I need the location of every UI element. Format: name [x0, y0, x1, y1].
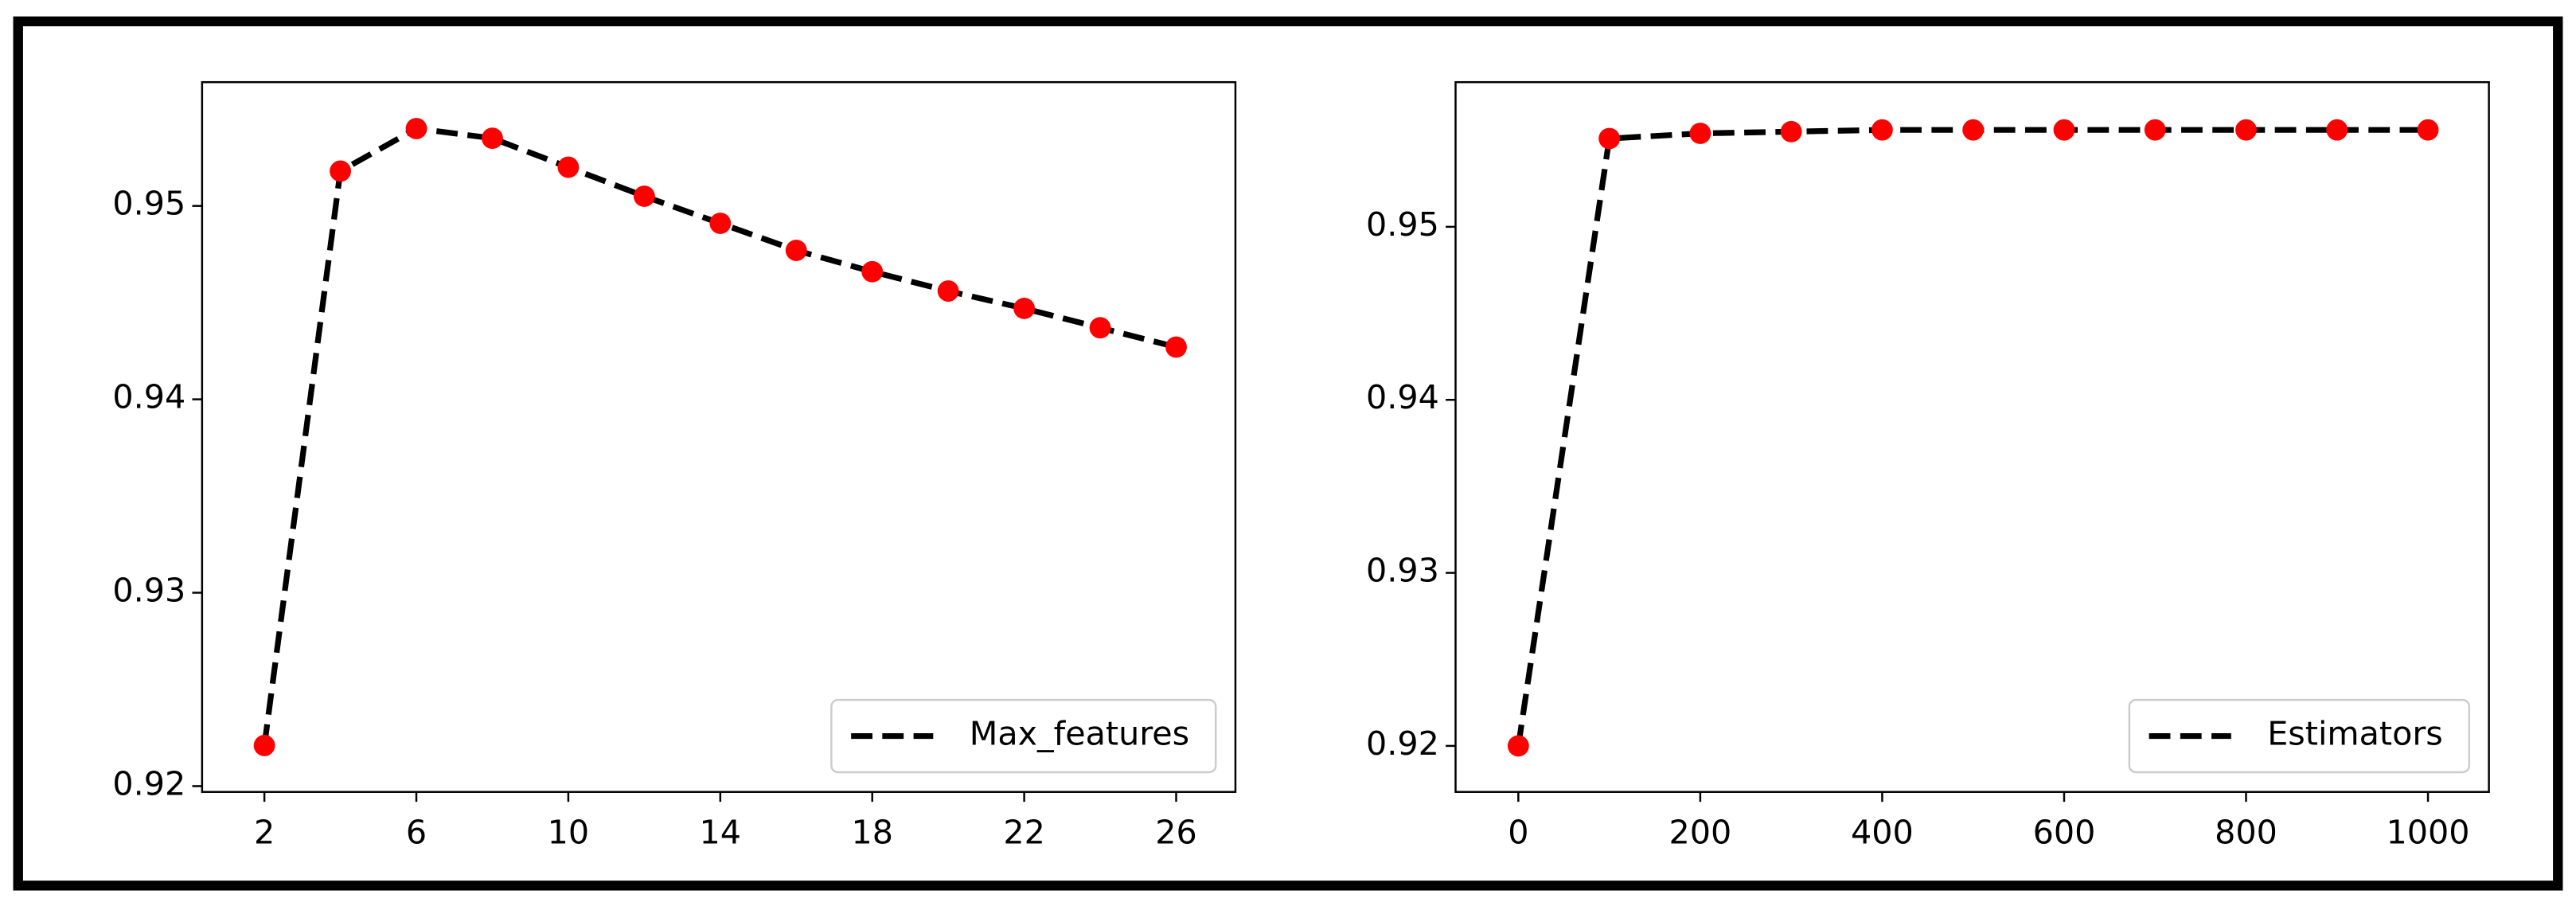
data-point: [557, 156, 580, 178]
data-point: [482, 127, 503, 150]
data-point: [1689, 123, 1711, 144]
x-tick-label: 26: [1155, 813, 1197, 851]
legend-label: Estimators: [2267, 715, 2443, 753]
y-tick-label: 0.92: [1366, 724, 1439, 763]
axes-frame: [201, 80, 1237, 793]
x-tick-label: 2: [254, 813, 275, 851]
data-point: [2235, 119, 2257, 141]
data-point: [2326, 119, 2348, 141]
x-tick-label: 1000: [2387, 813, 2470, 851]
x-tick-label: 10: [548, 813, 590, 851]
y-tick-label: 0.94: [112, 378, 185, 416]
data-point: [1089, 317, 1111, 339]
x-tick-label: 200: [1669, 813, 1732, 851]
data-point: [1507, 735, 1529, 757]
data-point: [253, 735, 275, 756]
x-tick-label: 6: [406, 813, 427, 851]
x-tick-label: 400: [1851, 813, 1914, 851]
x-tick-label: 22: [1003, 813, 1045, 851]
x-tick-label: 800: [2215, 813, 2277, 851]
y-tick-label: 0.94: [1366, 378, 1439, 416]
x-tick-label: 600: [2033, 813, 2096, 851]
axes-frame: [1454, 80, 2490, 793]
x-tick-label: 14: [700, 813, 742, 851]
x-tick-label: 18: [851, 813, 893, 851]
data-point: [1598, 127, 1621, 150]
data-point: [330, 160, 351, 182]
x-tick-label: 0: [1508, 813, 1528, 851]
data-point: [405, 118, 427, 139]
legend-label: Max_features: [970, 715, 1189, 753]
legend-box: [830, 698, 1217, 774]
y-tick-label: 0.95: [112, 185, 185, 223]
data-point: [1872, 119, 1893, 141]
data-point: [1013, 297, 1036, 319]
data-point: [2417, 119, 2439, 141]
y-tick-label: 0.92: [112, 764, 185, 802]
y-tick-label: 0.93: [1366, 552, 1439, 590]
data-point: [2053, 119, 2075, 141]
axes: 0 200 400 600 800 1000 0.92 0.93 0.94 0.95 Estimat…: [1366, 80, 2490, 851]
outer-border: [13, 16, 2563, 891]
data-point: [1962, 119, 1985, 141]
y-tick-label: 0.95: [1366, 205, 1439, 244]
y-tick-label: 0.93: [112, 572, 185, 610]
legend-box: [2128, 698, 2471, 774]
data-point: [861, 260, 884, 283]
data-point: [937, 280, 959, 302]
data-point: [709, 213, 732, 234]
data-point: [1165, 336, 1187, 358]
data-point: [633, 185, 655, 207]
data-point: [1780, 120, 1802, 143]
data-point: [785, 240, 807, 261]
data-point: [2144, 119, 2166, 141]
